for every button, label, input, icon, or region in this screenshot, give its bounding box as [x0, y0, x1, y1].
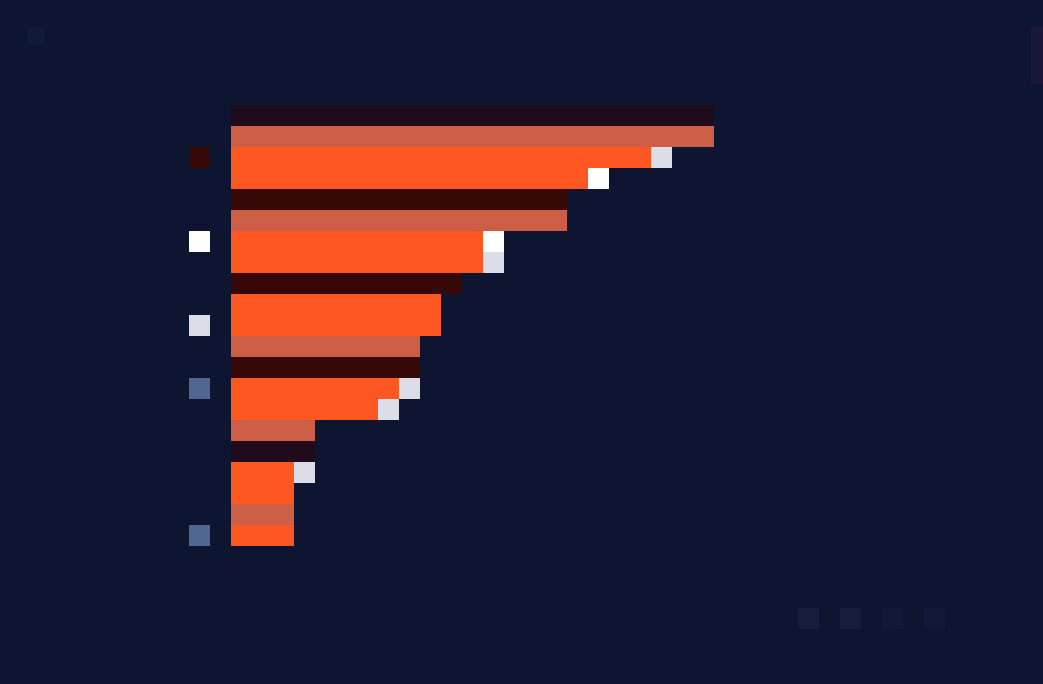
legend-swatch: [798, 608, 819, 629]
legend-swatch: [840, 608, 861, 629]
top-right-decoration: [1031, 26, 1043, 84]
bar: [231, 126, 714, 147]
label-marker: [189, 378, 210, 399]
bar: [231, 168, 588, 189]
bar: [231, 210, 567, 231]
bar: [231, 105, 714, 126]
legend-swatch: [924, 608, 945, 629]
top-left-decoration: [27, 27, 45, 45]
bar: [231, 378, 399, 399]
bar: [231, 336, 420, 357]
bar: [231, 189, 567, 210]
bar-end-marker: [294, 462, 315, 483]
bar-end-marker: [588, 168, 609, 189]
bar: [231, 294, 441, 315]
legend-swatch: [882, 608, 903, 629]
bar: [231, 147, 651, 168]
bar: [231, 252, 483, 273]
bar-end-marker: [651, 147, 672, 168]
label-marker: [189, 231, 210, 252]
bar: [231, 315, 441, 336]
bar: [231, 504, 294, 525]
bar: [231, 441, 315, 462]
legend: [798, 608, 945, 629]
bar: [231, 525, 294, 546]
bar: [231, 420, 315, 441]
label-marker: [189, 147, 210, 168]
bar-end-marker: [378, 399, 399, 420]
bar-end-marker: [483, 252, 504, 273]
label-marker: [189, 315, 210, 336]
bar-end-marker: [399, 378, 420, 399]
bar: [231, 462, 294, 483]
bar: [231, 357, 420, 378]
bar: [231, 231, 483, 252]
bar: [231, 273, 462, 294]
bar: [231, 399, 378, 420]
label-marker: [189, 525, 210, 546]
bar: [231, 483, 294, 504]
bar-end-marker: [483, 231, 504, 252]
